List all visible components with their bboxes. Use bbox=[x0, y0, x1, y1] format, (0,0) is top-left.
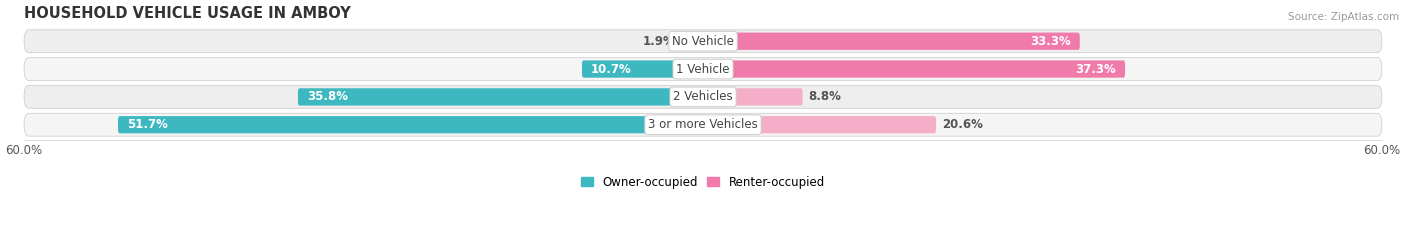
FancyBboxPatch shape bbox=[24, 30, 1382, 53]
FancyBboxPatch shape bbox=[703, 88, 803, 106]
FancyBboxPatch shape bbox=[24, 58, 1382, 80]
Text: 20.6%: 20.6% bbox=[942, 118, 983, 131]
Text: 10.7%: 10.7% bbox=[591, 62, 631, 75]
FancyBboxPatch shape bbox=[582, 60, 703, 78]
Text: 3 or more Vehicles: 3 or more Vehicles bbox=[648, 118, 758, 131]
FancyBboxPatch shape bbox=[24, 113, 1382, 136]
Text: 51.7%: 51.7% bbox=[127, 118, 167, 131]
FancyBboxPatch shape bbox=[682, 33, 703, 50]
FancyBboxPatch shape bbox=[24, 86, 1382, 108]
FancyBboxPatch shape bbox=[298, 88, 703, 106]
Text: Source: ZipAtlas.com: Source: ZipAtlas.com bbox=[1288, 12, 1399, 22]
Text: 33.3%: 33.3% bbox=[1031, 35, 1071, 48]
Text: 1.9%: 1.9% bbox=[643, 35, 676, 48]
Text: 1 Vehicle: 1 Vehicle bbox=[676, 62, 730, 75]
FancyBboxPatch shape bbox=[703, 33, 1080, 50]
Text: 37.3%: 37.3% bbox=[1076, 62, 1116, 75]
FancyBboxPatch shape bbox=[703, 60, 1125, 78]
Text: 2 Vehicles: 2 Vehicles bbox=[673, 90, 733, 103]
Text: HOUSEHOLD VEHICLE USAGE IN AMBOY: HOUSEHOLD VEHICLE USAGE IN AMBOY bbox=[24, 6, 351, 21]
FancyBboxPatch shape bbox=[118, 116, 703, 133]
Text: 35.8%: 35.8% bbox=[307, 90, 349, 103]
FancyBboxPatch shape bbox=[703, 116, 936, 133]
Legend: Owner-occupied, Renter-occupied: Owner-occupied, Renter-occupied bbox=[576, 171, 830, 194]
Text: 8.8%: 8.8% bbox=[808, 90, 841, 103]
Text: No Vehicle: No Vehicle bbox=[672, 35, 734, 48]
